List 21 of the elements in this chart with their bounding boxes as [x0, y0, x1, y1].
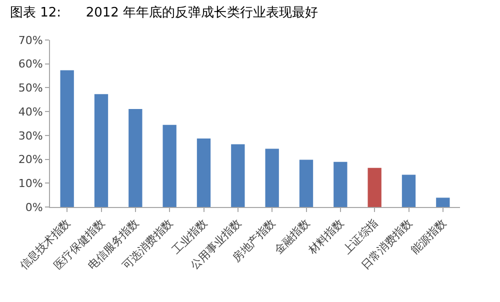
bar — [94, 94, 108, 207]
bar — [299, 160, 314, 207]
y-tick-label: 70% — [18, 34, 43, 47]
y-tick-label: 50% — [18, 82, 43, 95]
y-tick-label: 0% — [25, 200, 43, 214]
y-tick-label: 20% — [18, 153, 43, 166]
bar — [402, 174, 416, 207]
bar — [196, 138, 211, 207]
bar — [334, 162, 348, 207]
bar — [128, 108, 142, 207]
bar — [231, 144, 245, 207]
y-tick-label: 40% — [18, 105, 43, 118]
chart-title: 图表 12: 2012 年年底的反弹成长类行业表现最好 — [10, 6, 318, 21]
bar — [265, 148, 279, 207]
bar — [162, 124, 176, 207]
bar — [436, 198, 450, 207]
bar — [60, 70, 74, 207]
y-tick-label: 10% — [18, 176, 43, 190]
bar — [368, 168, 382, 207]
y-tick-label: 30% — [18, 129, 43, 142]
y-tick-label: 60% — [18, 58, 43, 71]
